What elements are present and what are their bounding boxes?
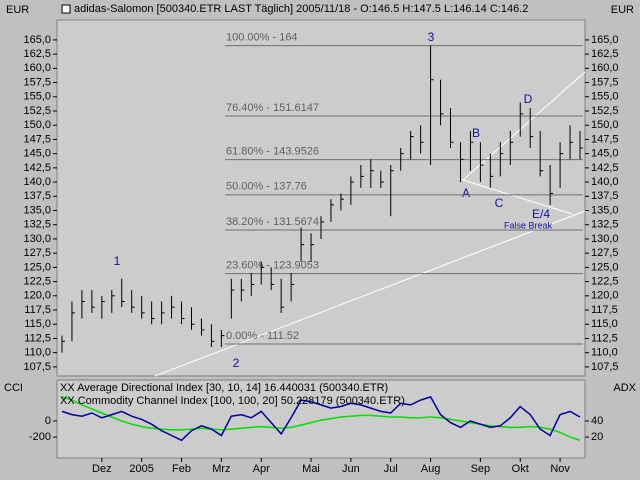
y-tick-label: 147,5 [591,133,619,145]
annotation: False Break [504,220,553,230]
y-tick-label: 112,5 [24,332,51,344]
y-tick-label: 157,5 [23,76,51,88]
y-tick-label: 145,0 [23,148,51,160]
y-tick-label: 135,0 [23,204,51,216]
wave-label: 2 [233,356,240,370]
y-tick-label: 125,0 [23,261,51,273]
y-tick-label: 115,0 [591,318,618,330]
y-tick-label: 150,0 [23,119,51,131]
y-tick-label: 162,5 [23,48,51,60]
y-tick-label: 150,0 [591,119,619,131]
trend-line [462,71,586,181]
x-tick-label: 2005 [129,463,153,475]
y2-tick-label: 20 [591,431,603,443]
y-tick-label: 162,5 [591,48,619,60]
x-tick-label: Jun [342,463,360,475]
wave-label: D [524,92,533,106]
y-tick-label: 155,0 [591,91,619,103]
x-tick-label: Mrz [212,463,230,475]
x-tick-label: Apr [253,463,270,475]
legend-entry: XX Average Directional Index [30, 10, 14… [60,382,388,394]
y-tick-label: 142,5 [23,162,51,174]
y-tick-label: 142,5 [591,162,619,174]
y-tick-label: 130,0 [23,233,51,245]
y2-tick-label: 40 [591,415,603,427]
y-tick-label: 122,5 [591,276,619,288]
x-tick-label: Mai [302,463,320,475]
wave-label: B [472,126,480,140]
fib-label: 100.00% - 164 [226,31,298,43]
y-tick-label: 117,5 [24,304,51,316]
y-tick-label: 165,0 [591,34,619,46]
y-tick-label: 160,0 [23,62,51,74]
y-tick-label: 110,0 [591,347,618,359]
y-tick-label: 112,5 [591,332,618,344]
y-tick-label: 125,0 [591,261,619,273]
x-tick-label: Aug [421,463,441,475]
y-tick-label: 152,5 [23,105,51,117]
chart-title: adidas-Salomon [500340.ETR LAST Täglich]… [74,3,528,15]
y-tick-label: 117,5 [591,304,618,316]
y-tick-label: 122,5 [23,276,51,288]
indicator-plot [56,379,586,459]
y-tick-label: 160,0 [591,62,619,74]
y-tick-label: 132,5 [23,219,51,231]
wave-label: 1 [114,254,121,268]
y-tick-label: 127,5 [23,247,51,259]
title-icon [61,4,71,14]
x-tick-label: Dez [92,463,112,475]
fib-label: 50.00% - 137.76 [226,181,307,193]
y-tick-label: 135,0 [591,204,619,216]
y-tick-label: 145,0 [591,148,619,160]
wave-label: C [495,196,504,210]
y-tick-label: 120,0 [591,290,619,302]
y-label: EUR [6,4,29,16]
y-tick-label: 132,5 [591,219,619,231]
y-tick-label: 137,5 [591,190,619,202]
y-tick-label: 107,5 [591,361,619,373]
trend-line [462,179,573,215]
fib-label: 38.20% - 131.5674 [226,216,319,228]
y-tick-label: 110,0 [24,347,51,359]
wave-label: A [462,186,470,200]
y-tick-label: 140,0 [23,176,51,188]
x-tick-label: Feb [172,463,191,475]
indicator-line [61,395,581,442]
fib-label: 0.00% - 111.52 [226,330,299,342]
y-tick-label: 137,5 [23,190,51,202]
x-tick-label: Sep [471,463,491,475]
y-tick-label: 130,0 [591,233,619,245]
y-tick-label: 155,0 [23,91,51,103]
wave-label: E/4 [532,207,550,221]
x-tick-label: Jul [384,463,398,475]
y-tick-label: -200 [29,431,51,443]
fib-label: 61.80% - 143.9526 [226,146,319,158]
y-tick-label: 140,0 [591,176,619,188]
y-tick-label: 115,0 [24,318,51,330]
trend-line [154,210,586,377]
adx-label: ADX [613,382,636,394]
y-tick-label: 147,5 [23,133,51,145]
y-tick-label: 0 [45,415,51,427]
y-tick-label: 107,5 [23,361,51,373]
fib-label: 76.40% - 151.6147 [226,102,319,114]
wave-label: 3 [428,30,435,44]
cci-label: CCI [4,382,23,394]
legend-entry: XX Commodity Channel Index [100, 100, 20… [60,395,405,407]
main-plot [56,19,586,377]
x-tick-label: Nov [550,463,570,475]
y-tick-label: 165,0 [23,34,51,46]
y-tick-label: 127,5 [591,247,619,259]
indicator-line [61,396,581,442]
y-tick-label: 120,0 [23,290,51,302]
x-tick-label: Okt [512,463,529,475]
y-label-right: EUR [611,4,634,16]
y-tick-label: 152,5 [591,105,619,117]
fib-label: 23.60% - 123.9053 [226,260,319,272]
y-tick-label: 157,5 [591,76,619,88]
